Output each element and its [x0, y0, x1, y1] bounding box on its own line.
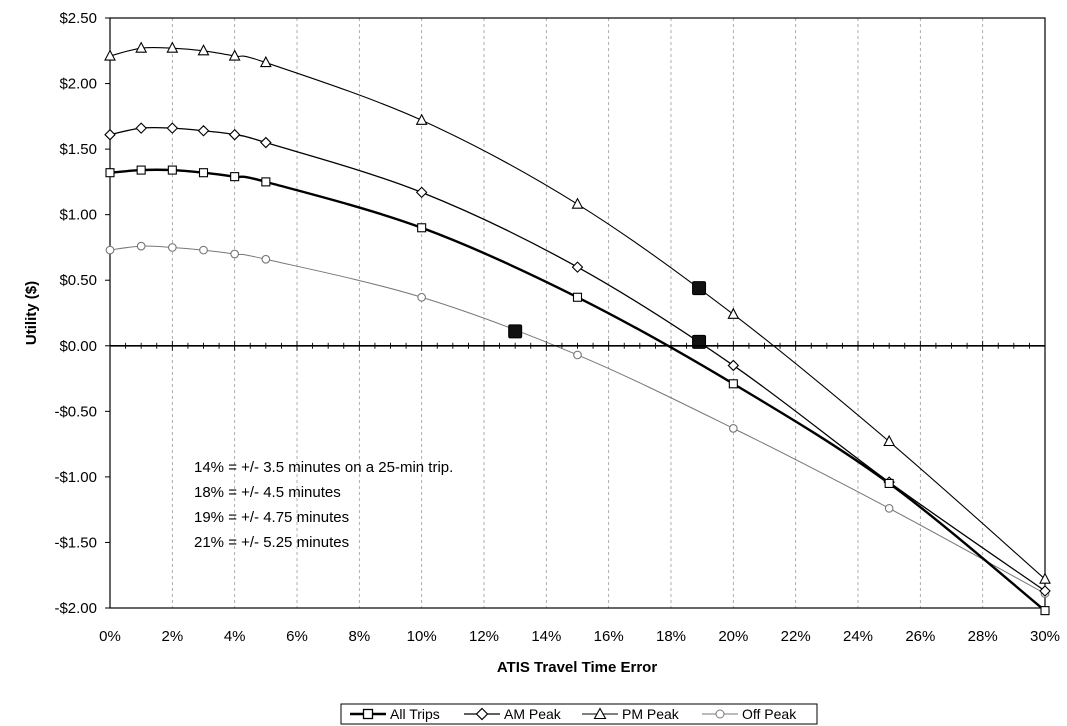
data-point-off-peak — [230, 249, 240, 259]
annotation-line: 19% = +/- 4.75 minutes — [194, 509, 349, 526]
x-tick-label: 14% — [531, 628, 561, 645]
legend: All Trips AM Peak PM Peak Off Peak — [340, 703, 818, 725]
data-point-pm-peak — [883, 434, 896, 447]
plot-area-border — [109, 17, 1046, 609]
x-tick-label: 4% — [224, 628, 246, 645]
data-point-off-peak — [417, 292, 427, 302]
data-point-off-peak — [199, 245, 208, 255]
y-tick-label: $0.50 — [59, 272, 97, 289]
y-tick-label: $0.00 — [59, 338, 97, 355]
data-point-all-trips — [105, 168, 115, 178]
legend-label-all-trips: All Trips — [390, 706, 440, 722]
x-tick-label: 16% — [594, 628, 624, 645]
legend-item-all-trips: All Trips — [350, 706, 440, 722]
data-point-off-peak — [167, 243, 177, 252]
data-point-pm-peak — [104, 49, 116, 61]
data-point-pm-peak — [197, 44, 210, 56]
legend-item-off-peak: Off Peak — [702, 706, 797, 722]
data-point-all-trips — [136, 165, 146, 175]
y-tick-label: -$1.00 — [54, 469, 97, 486]
x-tick-label: 10% — [407, 628, 437, 645]
y-tick-label: $1.00 — [59, 207, 97, 224]
data-point-all-trips — [1040, 606, 1050, 616]
annotation-notes: 14% = +/- 3.5 minutes on a 25-min trip. … — [194, 459, 453, 551]
y-axis-title: Utility ($) — [23, 281, 40, 345]
data-point-am-peak — [260, 136, 272, 149]
triangle-marker-icon — [593, 707, 607, 720]
data-point-off-peak — [105, 245, 115, 255]
data-point-pm-peak — [571, 197, 584, 209]
x-tick-label: 22% — [781, 628, 811, 645]
x-tick-label: 8% — [348, 628, 370, 645]
diamond-marker-icon — [475, 707, 489, 721]
x-tick-label: 20% — [718, 628, 748, 645]
square-marker-icon — [362, 708, 374, 720]
x-tick-label: 24% — [843, 628, 873, 645]
y-tick-label: -$2.00 — [54, 600, 97, 617]
legend-label-off-peak: Off Peak — [742, 706, 797, 722]
y-tick-label: $2.00 — [59, 76, 97, 93]
annotation-line: 21% = +/- 5.25 minutes — [194, 534, 349, 551]
annotation-line: 18% = +/- 4.5 minutes — [194, 484, 341, 501]
x-tick-label: 6% — [286, 628, 308, 645]
data-point-pm-peak — [415, 113, 428, 125]
data-point-am-peak — [415, 186, 428, 199]
data-point-all-trips — [230, 172, 240, 182]
data-point-am-peak — [197, 124, 210, 137]
legend-label-am-peak: AM Peak — [504, 706, 562, 722]
y-tick-label: $2.50 — [59, 10, 97, 27]
data-point-pm-peak — [1039, 572, 1051, 584]
annotation-line: 14% = +/- 3.5 minutes on a 25-min trip. — [194, 459, 453, 476]
series-lines — [109, 46, 1046, 612]
legend-box — [340, 703, 818, 725]
data-point-all-trips — [572, 292, 583, 302]
x-axis-title: ATIS Travel Time Error — [497, 659, 658, 676]
x-tick-label: 18% — [656, 628, 686, 645]
data-point-off-peak — [261, 254, 271, 264]
y-tick-label: $1.50 — [59, 141, 97, 158]
x-tick-label: 30% — [1030, 628, 1060, 645]
x-tick-label: 12% — [469, 628, 499, 645]
x-tick-label: 26% — [905, 628, 935, 645]
data-point-am-peak — [228, 128, 241, 141]
data-point-pm-peak — [727, 307, 740, 319]
data-point-all-trips — [261, 177, 271, 187]
series-markers — [104, 41, 1051, 616]
data-point-pm-peak — [259, 55, 272, 68]
data-point-pm-peak — [228, 49, 241, 61]
legend-item-pm-peak: PM Peak — [582, 706, 680, 722]
x-tick-label: 28% — [968, 628, 998, 645]
circle-marker-icon — [715, 709, 725, 719]
legend-label-pm-peak: PM Peak — [622, 706, 680, 722]
data-point-off-peak — [573, 350, 582, 360]
data-point-off-peak — [884, 504, 894, 513]
x-tick-label: 0% — [99, 628, 121, 645]
highlight-point — [692, 281, 707, 296]
data-point-pm-peak — [166, 41, 179, 53]
y-tick-label: -$0.50 — [54, 403, 97, 420]
y-tick-label: -$1.50 — [54, 534, 97, 551]
legend-item-am-peak: AM Peak — [464, 706, 562, 722]
data-point-am-peak — [104, 128, 116, 141]
x-axis-tick-labels: 0% 2% 4% 6% 8% 10% 12% 14% 16% 18% 20% 22% 24% 26% 28%… — [99, 628, 1060, 645]
highlight-point — [508, 324, 523, 339]
data-point-all-trips — [884, 478, 894, 488]
data-point-am-peak — [135, 122, 147, 134]
data-point-all-trips — [198, 168, 209, 178]
data-point-am-peak — [1039, 585, 1051, 597]
y-axis-tick-labels: $2.50 $2.00 $1.50 $1.00 $0.50 $0.00 -$0.50 -$1.… — [54, 10, 97, 617]
data-point-am-peak — [166, 122, 179, 134]
data-point-am-peak — [571, 261, 584, 273]
data-point-off-peak — [728, 424, 738, 433]
data-point-off-peak — [136, 241, 146, 251]
data-point-am-peak — [727, 359, 740, 372]
data-point-all-trips — [728, 379, 738, 389]
data-point-all-trips — [417, 223, 427, 233]
x-tick-label: 2% — [161, 628, 183, 645]
data-point-all-trips — [167, 165, 177, 175]
data-point-pm-peak — [135, 41, 148, 53]
